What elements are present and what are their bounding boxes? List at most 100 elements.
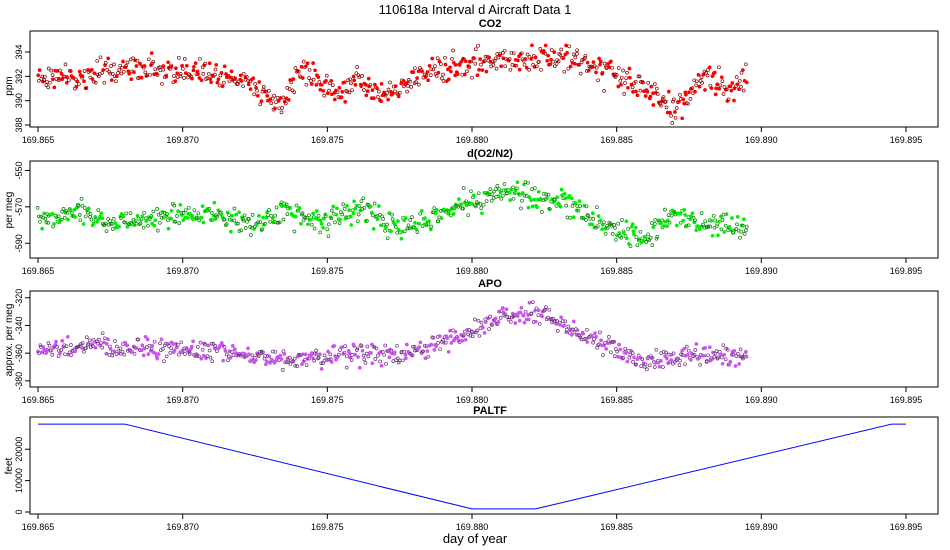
data-point bbox=[209, 211, 214, 215]
data-point bbox=[637, 74, 642, 79]
data-point bbox=[573, 201, 578, 206]
data-point bbox=[231, 353, 236, 358]
data-point bbox=[392, 350, 397, 355]
data-point bbox=[316, 213, 321, 218]
data-point bbox=[522, 193, 527, 198]
data-point bbox=[508, 67, 513, 72]
data-point bbox=[517, 192, 522, 197]
data-point bbox=[483, 54, 488, 59]
data-point bbox=[76, 204, 81, 208]
data-point bbox=[527, 300, 532, 305]
data-point bbox=[626, 226, 631, 231]
data-point bbox=[535, 205, 539, 210]
data-point bbox=[297, 206, 302, 210]
data-point bbox=[459, 59, 464, 64]
data-point bbox=[57, 76, 61, 81]
data-point bbox=[569, 196, 574, 201]
data-point bbox=[543, 51, 548, 56]
data-point bbox=[81, 222, 86, 226]
data-point bbox=[142, 210, 146, 215]
data-point bbox=[490, 59, 495, 64]
data-point bbox=[617, 231, 622, 235]
data-point bbox=[429, 342, 434, 347]
data-point bbox=[658, 103, 663, 108]
data-point bbox=[132, 351, 137, 356]
data-point bbox=[192, 64, 196, 69]
data-point bbox=[449, 69, 453, 74]
data-point bbox=[82, 69, 87, 73]
data-point bbox=[402, 350, 407, 354]
data-point bbox=[197, 76, 202, 80]
data-point bbox=[381, 217, 385, 221]
data-point bbox=[508, 198, 513, 202]
data-point bbox=[643, 94, 648, 98]
data-point bbox=[75, 79, 80, 84]
data-point bbox=[190, 214, 195, 218]
data-point bbox=[80, 341, 85, 345]
data-point bbox=[95, 220, 99, 224]
data-point bbox=[406, 223, 411, 228]
data-point bbox=[49, 68, 54, 73]
data-point bbox=[390, 217, 395, 221]
data-point bbox=[669, 213, 674, 218]
data-point bbox=[291, 77, 296, 81]
data-point bbox=[463, 59, 468, 64]
data-point bbox=[661, 350, 666, 354]
data-point bbox=[64, 80, 69, 85]
data-point bbox=[182, 76, 186, 80]
data-point bbox=[648, 94, 653, 99]
data-point bbox=[360, 348, 365, 353]
data-point bbox=[36, 73, 41, 78]
data-point bbox=[485, 192, 490, 197]
data-point bbox=[498, 316, 503, 320]
data-point bbox=[49, 348, 53, 353]
data-point bbox=[128, 211, 133, 215]
data-point bbox=[176, 209, 180, 214]
data-point bbox=[247, 352, 251, 357]
data-point bbox=[593, 331, 597, 336]
data-point bbox=[300, 76, 305, 80]
data-point bbox=[643, 362, 648, 367]
data-point bbox=[134, 64, 139, 68]
data-point bbox=[502, 48, 507, 53]
data-point bbox=[482, 59, 487, 63]
data-point bbox=[493, 187, 498, 192]
data-point bbox=[365, 218, 369, 223]
data-point bbox=[710, 233, 715, 238]
data-point bbox=[617, 342, 621, 347]
data-point bbox=[667, 220, 672, 225]
data-point bbox=[155, 207, 159, 211]
data-point bbox=[686, 101, 690, 106]
data-point bbox=[680, 116, 685, 121]
data-point bbox=[342, 80, 347, 85]
data-point bbox=[241, 218, 246, 223]
data-point bbox=[540, 210, 544, 214]
data-point bbox=[169, 216, 173, 221]
data-point bbox=[91, 221, 96, 226]
y-tick-label: 394 bbox=[14, 45, 24, 60]
data-point bbox=[713, 92, 718, 97]
data-point bbox=[45, 79, 49, 84]
data-point bbox=[357, 204, 362, 208]
data-point bbox=[621, 356, 626, 360]
data-point bbox=[35, 206, 40, 210]
x-tick-label: 169.890 bbox=[745, 266, 778, 276]
data-point bbox=[312, 358, 317, 363]
data-point bbox=[169, 208, 174, 213]
data-point bbox=[255, 88, 259, 93]
data-point bbox=[622, 92, 627, 96]
data-point bbox=[530, 43, 534, 48]
x-tick-label: 169.880 bbox=[456, 522, 489, 532]
data-point bbox=[547, 307, 552, 312]
data-point bbox=[283, 101, 288, 106]
data-point bbox=[44, 220, 49, 225]
data-point bbox=[359, 84, 364, 88]
data-point bbox=[337, 86, 342, 90]
data-point bbox=[687, 90, 691, 95]
data-point bbox=[227, 79, 232, 84]
data-point bbox=[373, 357, 378, 361]
data-point bbox=[499, 196, 504, 201]
data-point bbox=[339, 95, 344, 99]
data-point bbox=[257, 80, 262, 84]
data-point bbox=[469, 189, 473, 194]
